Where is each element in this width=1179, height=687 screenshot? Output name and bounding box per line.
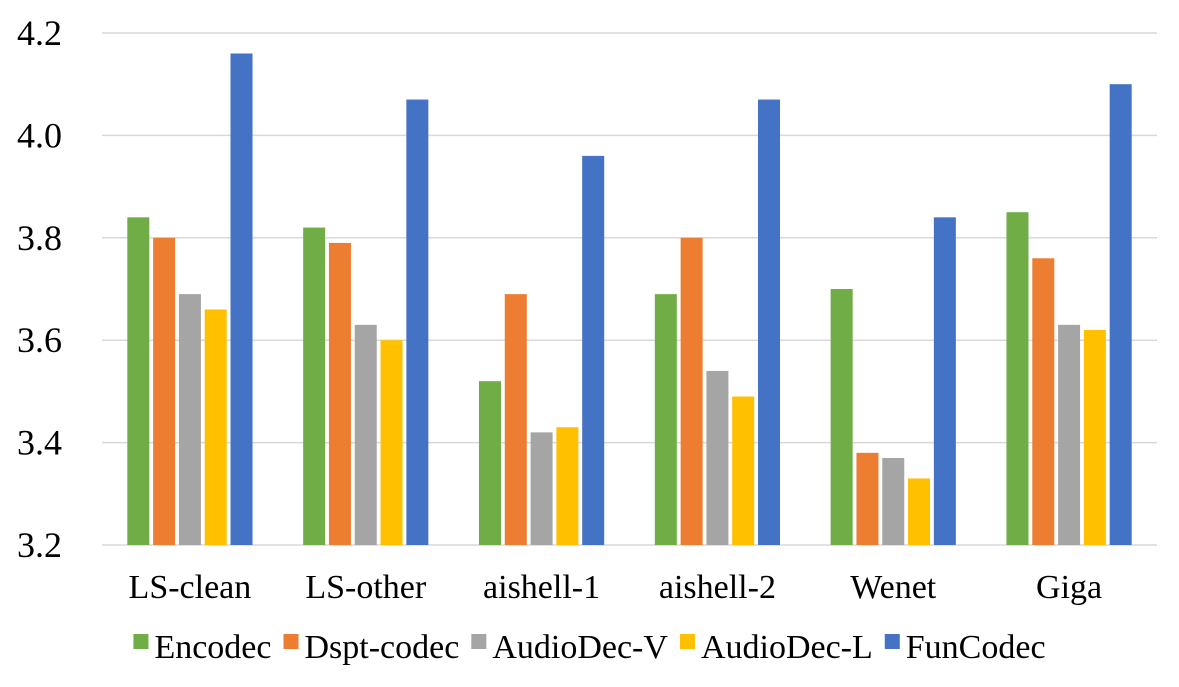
legend: Encodec Dspt-codec AudioDec-V AudioDec-L Fun…: [133, 629, 1046, 666]
bars: [127, 53, 1132, 546]
y-tick-label: 4.2: [17, 13, 62, 53]
bar-audiodec-l: [732, 396, 755, 545]
bar-dspt-codec: [153, 237, 176, 546]
bar-encodec: [127, 217, 150, 545]
bar-dspt-codec: [504, 294, 527, 545]
bar-audiodec-l: [380, 340, 403, 545]
bar-dspt-codec: [856, 452, 879, 545]
legend-label: Dspt-codec: [304, 629, 459, 666]
bar-dspt-codec: [328, 242, 351, 546]
bar-audiodec-l: [204, 309, 227, 545]
x-tick-label: Wenet: [850, 569, 937, 606]
bar-dspt-codec: [1032, 258, 1055, 545]
x-tick-label: Giga: [1036, 569, 1102, 606]
legend-swatch: [283, 634, 299, 649]
bar-dspt-codec: [680, 237, 703, 546]
legend-swatch: [679, 634, 695, 649]
legend-label: AudioDec-V: [492, 629, 668, 666]
legend-swatch: [471, 634, 487, 649]
bar-encodec: [654, 294, 677, 545]
bar-encodec: [830, 289, 853, 545]
bar-audiodec-v: [1058, 324, 1081, 545]
bar-audiodec-l: [908, 478, 931, 545]
bar-funcodec: [406, 99, 429, 545]
bar-funcodec: [933, 217, 956, 545]
x-tick-label: aishell-2: [659, 569, 776, 606]
bar-funcodec: [582, 155, 605, 545]
y-tick-label: 3.6: [17, 320, 62, 360]
x-tick-label: aishell-1: [483, 569, 600, 606]
bar-encodec: [1006, 212, 1029, 545]
x-tick-label: LS-clean: [129, 569, 252, 606]
bar-encodec: [303, 227, 326, 545]
bar-encodec: [478, 381, 501, 545]
bar-funcodec: [758, 99, 781, 545]
legend-label: FunCodec: [906, 629, 1046, 666]
y-tick-label: 3.4: [17, 423, 62, 463]
bar-audiodec-v: [706, 370, 729, 545]
bar-funcodec: [1109, 84, 1132, 545]
x-tick-label: LS-other: [305, 569, 427, 606]
bar-audiodec-l: [1083, 329, 1106, 545]
y-tick-label: 3.2: [17, 525, 62, 565]
bar-funcodec: [230, 53, 253, 545]
bar-audiodec-v: [178, 294, 201, 545]
x-axis-ticks: LS-clean LS-other aishell-1 aishell-2 Wenet G…: [129, 569, 1103, 606]
legend-swatch: [133, 634, 149, 649]
legend-label: Encodec: [154, 629, 271, 666]
bar-audiodec-l: [556, 427, 579, 545]
y-tick-label: 3.8: [17, 218, 62, 258]
gridlines: [102, 32, 1157, 546]
bar-audiodec-v: [354, 324, 377, 545]
bar-audiodec-v: [882, 457, 905, 545]
y-tick-label: 4.0: [17, 115, 62, 155]
bar-audiodec-v: [530, 432, 553, 545]
y-axis-ticks: 3.2 3.4 3.6 3.8 4.0 4.2: [17, 13, 62, 565]
legend-label: AudioDec-L: [701, 629, 873, 666]
legend-swatch: [884, 634, 900, 649]
